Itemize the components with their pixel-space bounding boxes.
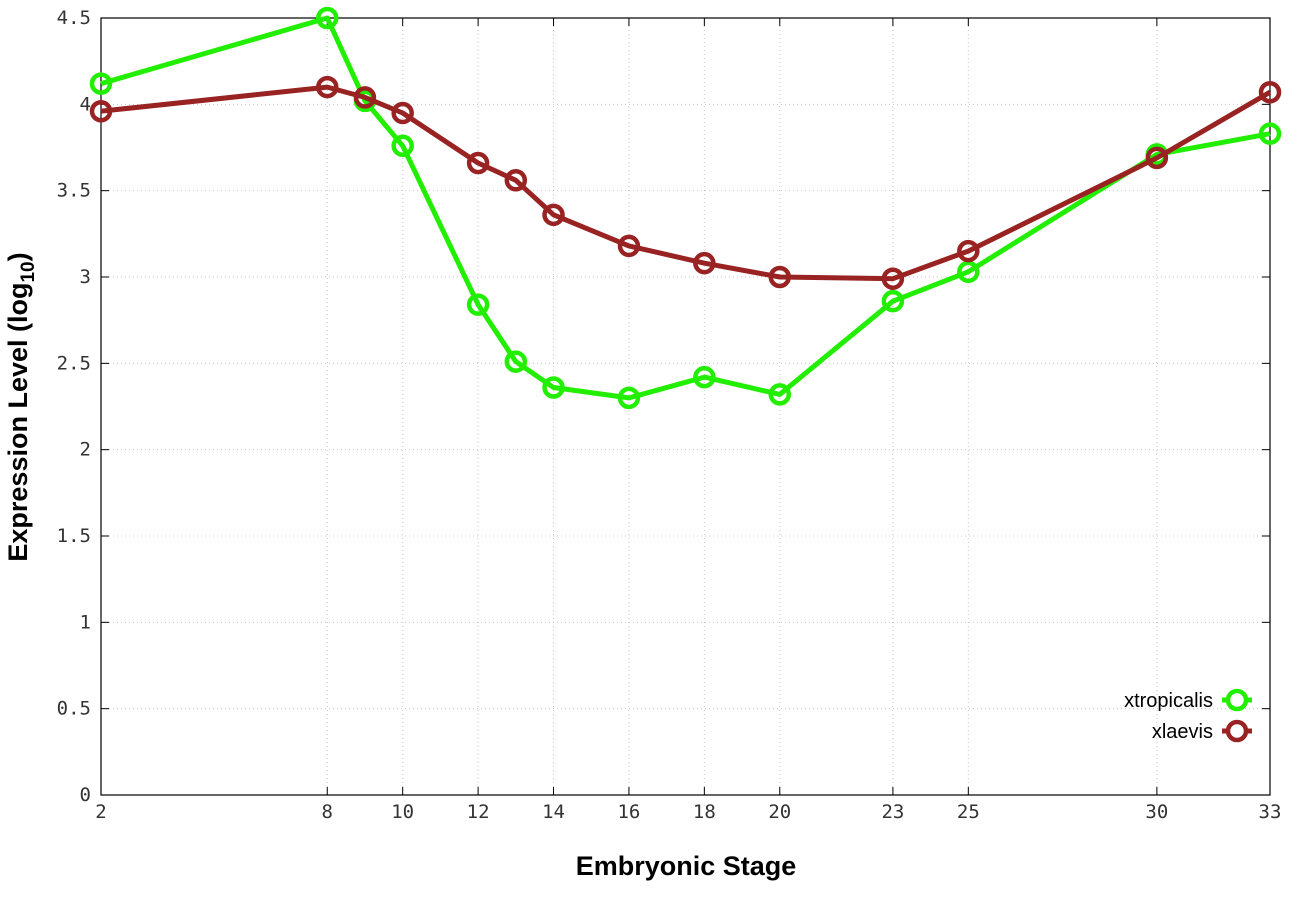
data-point-xtropicalis bbox=[693, 365, 716, 389]
series-xlaevis bbox=[89, 75, 1282, 290]
x-tick-label: 23 bbox=[881, 801, 904, 823]
series-line-xlaevis bbox=[100, 84, 1272, 282]
series-line-xtropicalis bbox=[100, 15, 1271, 401]
y-axis-title-suffix: ) bbox=[3, 252, 33, 261]
data-point-xtropicalis bbox=[957, 260, 980, 284]
data-point-xlaevis bbox=[693, 251, 716, 275]
data-point-xlaevis bbox=[881, 267, 905, 290]
data-point-xtropicalis bbox=[504, 350, 528, 373]
x-tick-label: 30 bbox=[1145, 801, 1168, 823]
data-point-xtropicalis bbox=[542, 376, 565, 399]
data-point-xlaevis bbox=[617, 234, 641, 258]
data-point-xtropicalis bbox=[316, 6, 339, 30]
x-tick-label: 18 bbox=[693, 801, 716, 823]
data-point-xtropicalis bbox=[466, 293, 490, 316]
x-tick-label: 33 bbox=[1259, 801, 1282, 823]
data-point-xtropicalis bbox=[1258, 122, 1282, 145]
data-point-xlaevis bbox=[504, 169, 528, 192]
x-tick-label: 14 bbox=[542, 801, 565, 823]
data-point-xlaevis bbox=[542, 203, 565, 227]
data-point-xtropicalis bbox=[89, 72, 113, 95]
legend-entry-xtropicalis: xtropicalis bbox=[1124, 688, 1252, 712]
y-tick-label: 4.5 bbox=[57, 7, 91, 29]
x-tick-label: 12 bbox=[467, 801, 490, 823]
y-tick-label: 0 bbox=[80, 784, 91, 806]
data-point-xlaevis bbox=[316, 75, 339, 99]
data-point-xlaevis bbox=[466, 151, 490, 175]
data-point-xlaevis bbox=[1258, 80, 1282, 104]
data-point-xlaevis bbox=[957, 239, 980, 263]
y-tick-label: 1 bbox=[80, 611, 91, 633]
y-tick-label: 4 bbox=[80, 93, 91, 115]
x-axis-title: Embryonic Stage bbox=[576, 851, 797, 881]
y-tick-label: 3 bbox=[80, 266, 91, 288]
data-point-xtropicalis bbox=[617, 386, 641, 410]
y-tick-label: 2 bbox=[80, 439, 91, 461]
x-tick-label: 20 bbox=[768, 801, 791, 823]
data-point-xtropicalis bbox=[768, 383, 792, 406]
data-point-xlaevis bbox=[391, 101, 414, 125]
y-tick-label: 0.5 bbox=[57, 698, 91, 720]
plot-area-frame bbox=[100, 17, 1271, 796]
series-xtropicalis bbox=[89, 6, 1282, 410]
y-tick-label: 3.5 bbox=[57, 180, 91, 202]
series-layer bbox=[89, 6, 1282, 410]
legend-swatch-marker bbox=[1225, 719, 1249, 743]
legend-label: xlaevis bbox=[1152, 721, 1213, 743]
legend-swatch-marker bbox=[1225, 688, 1249, 712]
x-tick-label: 16 bbox=[617, 801, 640, 823]
grid-lines bbox=[101, 18, 1270, 795]
y-axis-title-subscript: 10 bbox=[18, 261, 39, 282]
legend-entry-xlaevis: xlaevis bbox=[1152, 719, 1252, 743]
data-point-xlaevis bbox=[89, 99, 113, 123]
tick-marks bbox=[100, 17, 1271, 796]
y-axis-title: Expression Level (log10) bbox=[3, 252, 39, 561]
data-point-xlaevis bbox=[768, 265, 792, 289]
legend: xtropicalis xlaevis bbox=[1124, 688, 1252, 743]
x-tick-label: 8 bbox=[322, 801, 333, 823]
y-tick-label: 1.5 bbox=[57, 525, 91, 547]
y-axis-title-text: Expression Level (log bbox=[3, 283, 33, 562]
data-point-xlaevis bbox=[353, 86, 377, 109]
data-point-xtropicalis bbox=[391, 134, 414, 158]
x-tick-label: 10 bbox=[391, 801, 414, 823]
legend-label: xtropicalis bbox=[1124, 690, 1213, 712]
data-point-xlaevis bbox=[1145, 146, 1169, 170]
x-axis-tick-labels: 2 8 10 12 14 16 18 20 23 25 30 33 bbox=[95, 801, 1281, 823]
x-tick-label: 25 bbox=[957, 801, 980, 823]
y-tick-label: 2.5 bbox=[57, 352, 91, 374]
y-axis-tick-labels: 0 0.5 1 1.5 2 2.5 3 3.5 4 4.5 bbox=[57, 7, 91, 806]
data-point-xtropicalis bbox=[881, 289, 905, 313]
x-tick-label: 2 bbox=[95, 801, 106, 823]
